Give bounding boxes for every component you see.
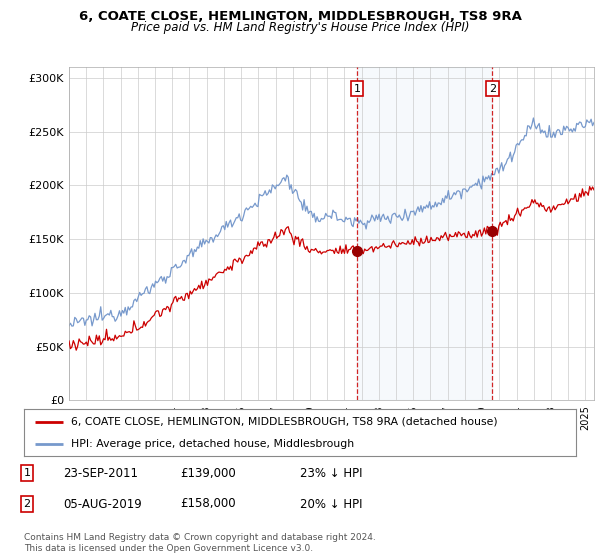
Text: Contains HM Land Registry data © Crown copyright and database right 2024.
This d: Contains HM Land Registry data © Crown c… — [24, 533, 376, 553]
Text: 2: 2 — [489, 83, 496, 94]
Text: £139,000: £139,000 — [180, 466, 236, 480]
Text: 05-AUG-2019: 05-AUG-2019 — [63, 497, 142, 511]
Text: Price paid vs. HM Land Registry's House Price Index (HPI): Price paid vs. HM Land Registry's House … — [131, 21, 469, 34]
Text: 2: 2 — [23, 499, 31, 509]
Text: HPI: Average price, detached house, Middlesbrough: HPI: Average price, detached house, Midd… — [71, 438, 354, 449]
Text: £158,000: £158,000 — [180, 497, 236, 511]
Text: 6, COATE CLOSE, HEMLINGTON, MIDDLESBROUGH, TS8 9RA (detached house): 6, COATE CLOSE, HEMLINGTON, MIDDLESBROUG… — [71, 417, 497, 427]
Text: 1: 1 — [353, 83, 361, 94]
Text: 6, COATE CLOSE, HEMLINGTON, MIDDLESBROUGH, TS8 9RA: 6, COATE CLOSE, HEMLINGTON, MIDDLESBROUG… — [79, 10, 521, 23]
Text: 20% ↓ HPI: 20% ↓ HPI — [300, 497, 362, 511]
Text: 23% ↓ HPI: 23% ↓ HPI — [300, 466, 362, 480]
Text: 1: 1 — [23, 468, 31, 478]
Text: 23-SEP-2011: 23-SEP-2011 — [63, 466, 138, 480]
Bar — [357, 67, 492, 400]
